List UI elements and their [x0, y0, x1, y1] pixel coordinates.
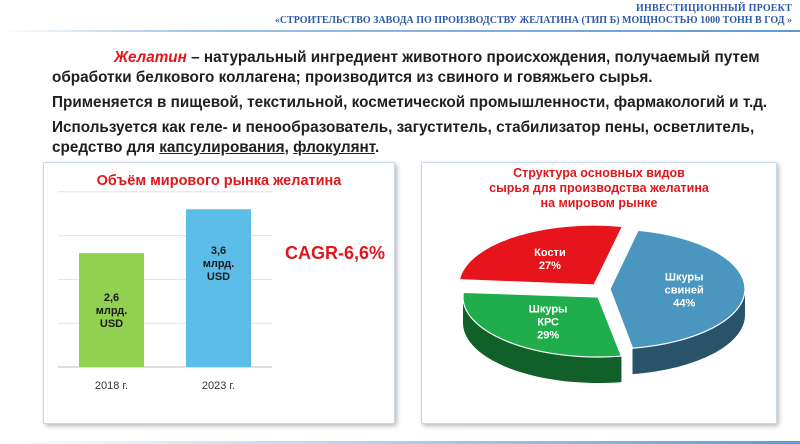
intro-text: Желатин – натуральный ингредиент животно…: [52, 48, 772, 158]
header-line-2: «СТРОИТЕЛЬСТВО ЗАВОДА ПО ПРОИЗВОДСТВУ ЖЕ…: [274, 15, 792, 26]
pie-slice-1: [462, 291, 623, 358]
bar-1: [186, 209, 251, 367]
intro-paragraph-definition: Желатин – натуральный ингредиент животно…: [52, 48, 772, 88]
usage-text-c: .: [374, 139, 380, 156]
market-volume-panel: Объём мирового рынка желатина 2,6 млрд. US…: [43, 162, 395, 424]
footer-divider: [0, 441, 800, 444]
intro-paragraph-usage: Используется как геле- и пенообразовател…: [52, 118, 772, 158]
pie-title-line-2: сырья для производства желатина: [489, 181, 709, 195]
bar-0: [79, 253, 144, 367]
header-divider: [0, 30, 800, 32]
header-line-1: ИНВЕСТИЦИОННЫЙ ПРОЕКТ: [636, 3, 792, 14]
pie-slice-0: [609, 229, 746, 349]
term-gelatin: Желатин: [114, 49, 187, 66]
underlined-term-flocculant: флокулянт: [293, 139, 375, 156]
pie-slice-label: КРС: [537, 316, 559, 328]
underlined-term-encapsulation: капсулирования: [159, 139, 285, 156]
cagr-annotation: CAGR-6,6%: [285, 243, 386, 263]
pie-slice-side-1: [463, 297, 622, 383]
pie-slice-label: Шкуры: [529, 303, 568, 315]
pie-slice-percent: 27%: [539, 260, 561, 272]
definition-text: – натуральный ингредиент животного проис…: [52, 49, 760, 86]
raw-material-structure-panel: Структура основных видов сырья для произ…: [421, 162, 777, 424]
pie-title-line-3: на мировом рынке: [540, 196, 658, 210]
pie-chart-title: Структура основных видов сырья для произ…: [422, 166, 776, 211]
bar-data-label: USD: [100, 318, 123, 330]
pie-slice-label: Кости: [534, 247, 566, 259]
pie-slice-percent: 44%: [673, 298, 695, 310]
bar-data-label: 3,6: [211, 245, 226, 257]
bar-data-label: USD: [207, 271, 230, 283]
usage-text-a: Используется как геле- и пенообразовател…: [52, 119, 755, 156]
intro-paragraph-applications: Применяется в пищевой, текстильной, косм…: [52, 94, 768, 111]
pie-slice-side-0: [632, 289, 745, 375]
bar-data-label: млрд.: [96, 305, 128, 317]
pie-slice-label: Шкуры: [665, 272, 704, 284]
pie-slice-2: [458, 224, 624, 286]
pie-slice-label: свиней: [665, 285, 704, 297]
usage-text-b: ,: [284, 139, 294, 156]
project-header: ИНВЕСТИЦИОННЫЙ ПРОЕКТ «СТРОИТЕЛЬСТВО ЗАВ…: [232, 3, 792, 26]
bar-data-label: млрд.: [203, 258, 235, 270]
pie-title-line-1: Структура основных видов: [513, 166, 685, 180]
bar-chart-title: Объём мирового рынка желатина: [96, 173, 342, 189]
x-tick-label: 2023 г.: [202, 380, 235, 392]
x-tick-label: 2018 г.: [95, 380, 128, 392]
bar-data-label: 2,6: [104, 292, 119, 304]
pie-slice-percent: 29%: [537, 329, 559, 341]
